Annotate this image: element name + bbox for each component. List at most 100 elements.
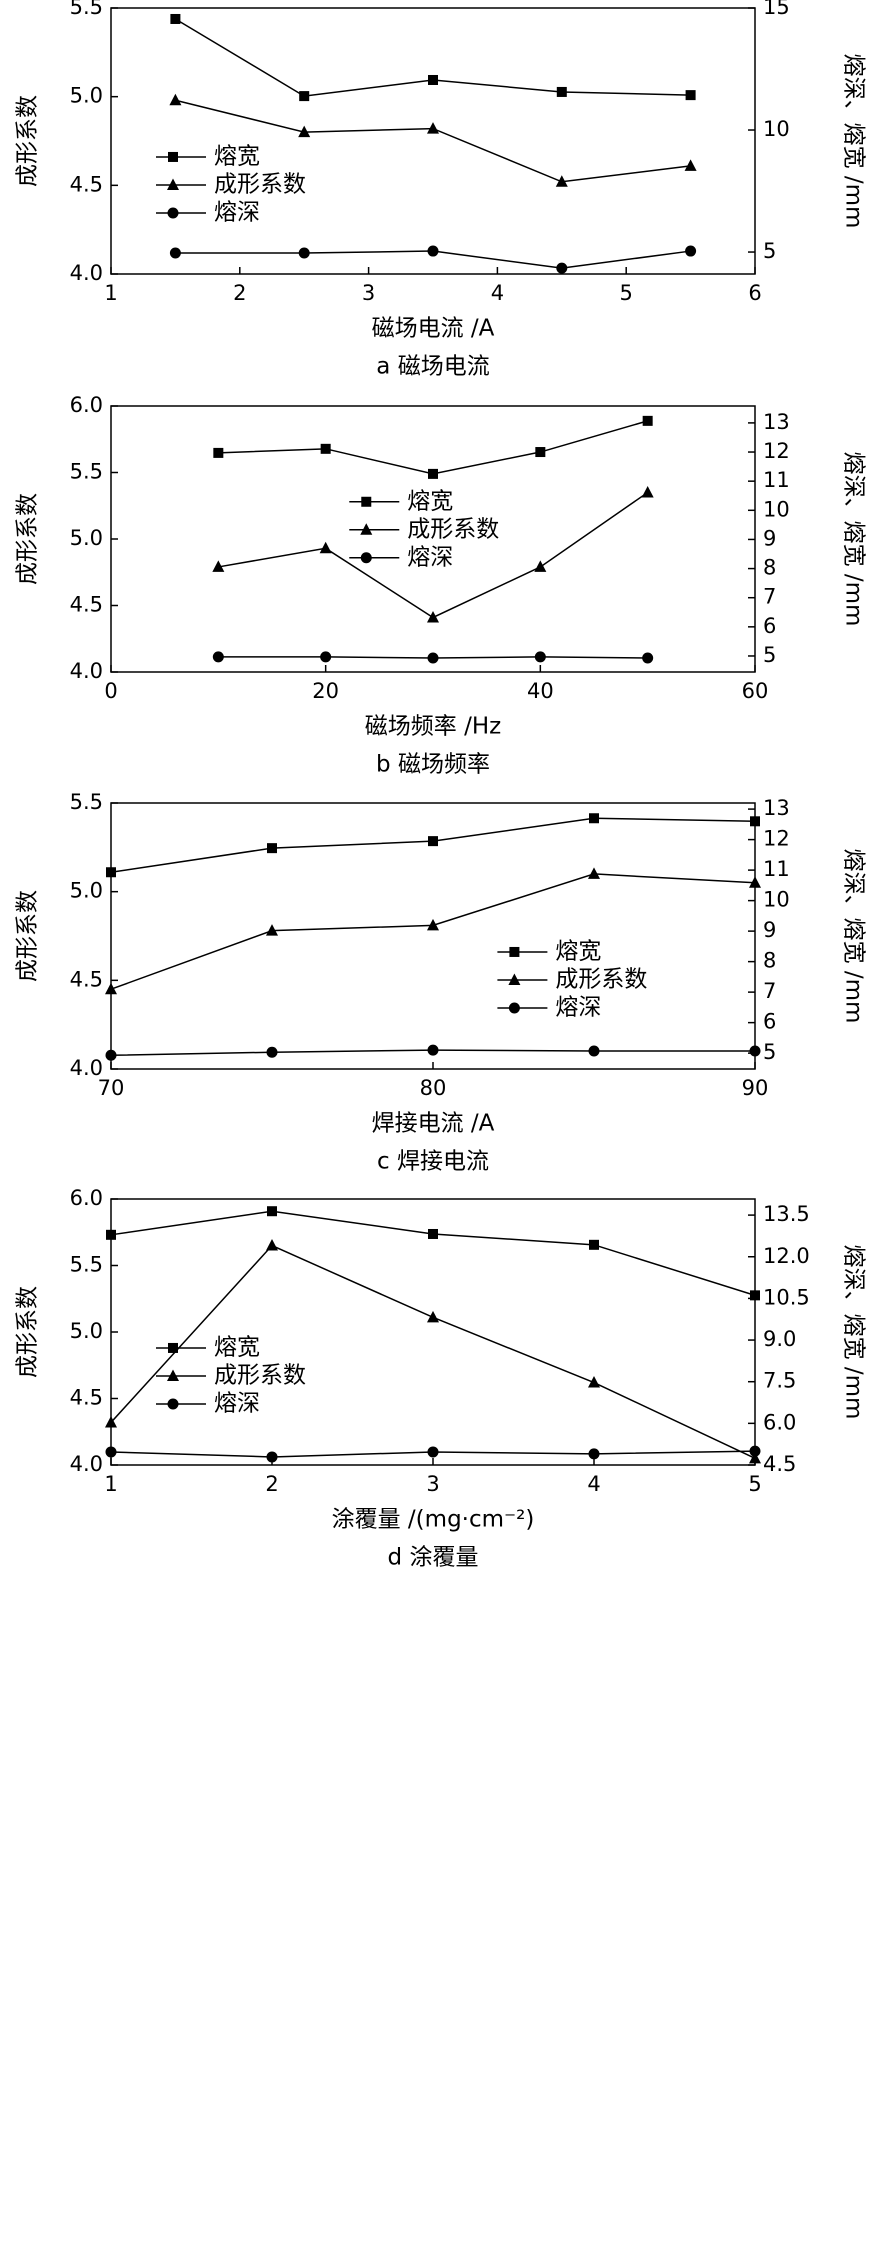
marker-square	[267, 1206, 277, 1217]
y-tick-label: 5.0	[70, 526, 103, 550]
marker-circle	[298, 247, 310, 259]
legend-label: 成形系数	[214, 1362, 306, 1388]
marker-square	[428, 468, 438, 479]
y2-tick-label: 7.5	[763, 1369, 796, 1393]
marker-triangle	[534, 560, 547, 572]
marker-circle	[749, 1445, 761, 1457]
plot-frame	[110, 7, 756, 275]
marker-triangle	[167, 1369, 179, 1381]
marker-circle	[320, 651, 332, 663]
marker-triangle	[105, 1415, 117, 1428]
y2-tick-label: 10	[763, 888, 790, 912]
marker-triangle	[212, 560, 225, 572]
x-tick-label: 80	[420, 1076, 447, 1100]
y-tick-label: 5.5	[70, 790, 103, 814]
y2-tick-label: 5	[763, 239, 776, 263]
legend-label: 成形系数	[555, 966, 647, 992]
marker-triangle	[167, 178, 179, 190]
marker-circle	[427, 1446, 439, 1458]
marker-circle	[556, 262, 568, 274]
marker-circle	[427, 652, 439, 664]
marker-triangle	[105, 982, 117, 995]
legend-label: 熔宽	[214, 143, 260, 169]
marker-triangle	[427, 610, 439, 623]
x-tick-label: 70	[98, 1076, 125, 1100]
y2-tick-label: 10	[763, 497, 790, 521]
legend-label: 熔宽	[555, 938, 601, 964]
marker-circle	[169, 247, 181, 259]
y2-tick-label: 11	[763, 857, 790, 881]
y2-axis-label: 熔深、熔宽 /mm	[841, 849, 867, 1024]
caption: c 焊接电流	[377, 1149, 489, 1175]
series-line	[110, 1244, 756, 1460]
marker-square	[685, 90, 696, 101]
marker-circle	[266, 1046, 278, 1058]
marker-square	[428, 1228, 438, 1239]
legend-label: 熔宽	[407, 488, 453, 514]
marker-triangle	[319, 541, 332, 554]
marker-square	[642, 415, 653, 426]
marker-triangle	[266, 1239, 278, 1251]
marker-square	[361, 496, 372, 507]
legend-label: 熔深	[214, 1390, 260, 1416]
x-axis-label: 磁场频率 /Hz	[365, 714, 501, 740]
marker-square	[750, 1290, 760, 1301]
y2-tick-label: 9.0	[763, 1327, 796, 1351]
marker-triangle	[641, 485, 654, 498]
series-line	[175, 99, 691, 183]
marker-square	[299, 91, 310, 102]
marker-triangle	[298, 125, 311, 138]
y2-tick-label: 13	[763, 796, 790, 820]
y2-tick-label: 9	[763, 918, 776, 942]
x-tick-label: 1	[104, 281, 117, 305]
series-line	[218, 420, 648, 475]
marker-triangle	[555, 175, 568, 187]
x-tick-label: 90	[742, 1076, 769, 1100]
marker-square	[556, 86, 567, 97]
marker-triangle	[588, 867, 600, 879]
marker-square	[168, 151, 178, 162]
x-tick-label: 3	[362, 281, 375, 305]
marker-square	[168, 1342, 178, 1353]
y2-axis-label: 熔深、熔宽 /mm	[841, 54, 867, 229]
marker-triangle	[684, 159, 697, 171]
x-tick-label: 0	[104, 679, 117, 703]
series-line	[110, 1210, 756, 1297]
x-tick-label: 1	[104, 1472, 117, 1496]
y2-tick-label: 5	[763, 643, 776, 667]
y2-tick-label: 13	[763, 410, 790, 434]
x-tick-label: 60	[742, 679, 769, 703]
y2-tick-label: 5	[763, 1040, 776, 1064]
y2-tick-label: 7	[763, 979, 776, 1003]
marker-triangle	[427, 918, 439, 931]
marker-circle	[105, 1446, 117, 1458]
marker-circle	[508, 1002, 520, 1014]
marker-square	[320, 443, 331, 454]
marker-square	[509, 946, 520, 957]
x-axis-label: 涂覆量 /(mg·cm⁻²)	[332, 1507, 535, 1533]
y-tick-label: 4.0	[70, 659, 103, 683]
y2-tick-label: 6	[763, 1010, 776, 1034]
y-tick-label: 4.0	[70, 261, 103, 285]
y2-tick-label: 12.0	[763, 1244, 810, 1268]
y2-tick-label: 8	[763, 949, 776, 973]
x-tick-label: 5	[748, 1472, 761, 1496]
marker-triangle	[427, 122, 439, 134]
marker-square	[170, 13, 181, 24]
marker-circle	[212, 651, 224, 663]
caption: a 磁场电流	[376, 354, 489, 380]
x-tick-label: 3	[426, 1472, 439, 1496]
x-tick-label: 2	[265, 1472, 278, 1496]
marker-circle	[167, 207, 179, 219]
marker-triangle	[169, 93, 182, 106]
x-axis-label: 磁场电流 /A	[372, 316, 495, 342]
y-tick-label: 5.0	[70, 1319, 103, 1343]
x-tick-label: 2	[233, 281, 246, 305]
x-axis-label: 焊接电流 /A	[372, 1111, 495, 1137]
x-tick-label: 4	[587, 1472, 600, 1496]
y2-tick-label: 11	[763, 468, 790, 492]
y2-tick-label: 13.5	[763, 1202, 810, 1226]
x-tick-label: 5	[620, 281, 633, 305]
marker-circle	[105, 1049, 117, 1061]
